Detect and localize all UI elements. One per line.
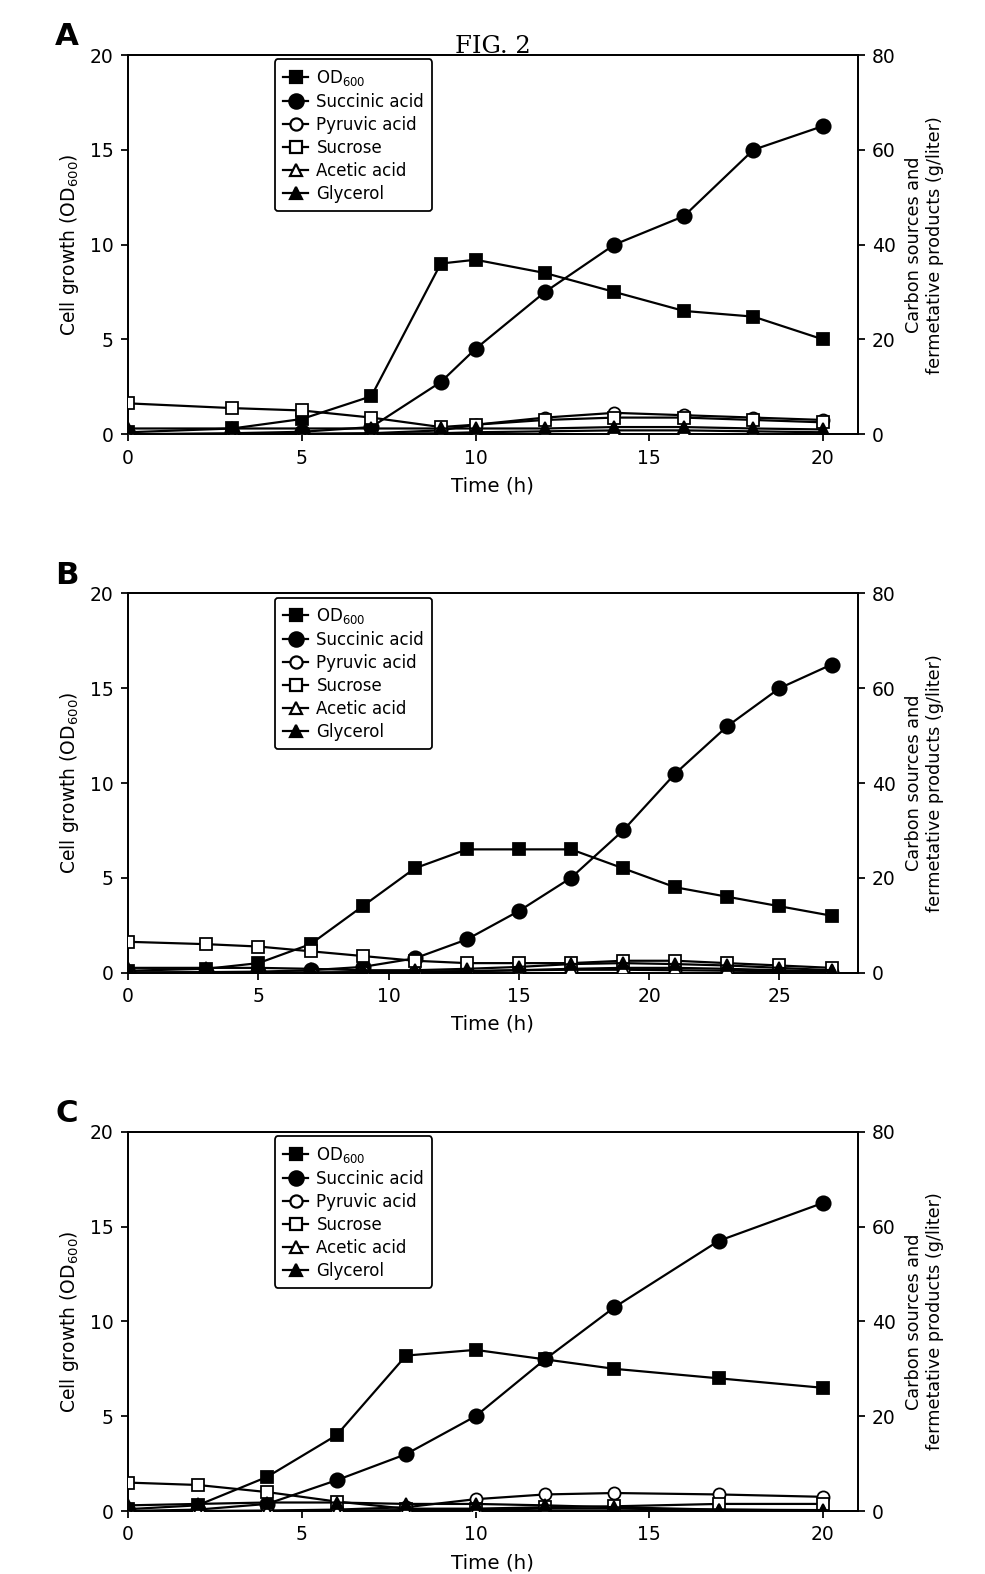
X-axis label: Time (h): Time (h) bbox=[451, 477, 534, 496]
Y-axis label: Cell growth (OD$_{600}$): Cell growth (OD$_{600}$) bbox=[58, 1231, 81, 1413]
Y-axis label: Carbon sources and
fermetative products (g/liter): Carbon sources and fermetative products … bbox=[904, 655, 943, 911]
Y-axis label: Cell growth (OD$_{600}$): Cell growth (OD$_{600}$) bbox=[58, 153, 81, 335]
Legend: OD$_{600}$, Succinic acid, Pyruvic acid, Sucrose, Acetic acid, Glycerol: OD$_{600}$, Succinic acid, Pyruvic acid,… bbox=[275, 1136, 432, 1288]
Legend: OD$_{600}$, Succinic acid, Pyruvic acid, Sucrose, Acetic acid, Glycerol: OD$_{600}$, Succinic acid, Pyruvic acid,… bbox=[275, 598, 432, 749]
X-axis label: Time (h): Time (h) bbox=[451, 1554, 534, 1572]
Text: FIG. 2: FIG. 2 bbox=[455, 35, 530, 58]
Y-axis label: Carbon sources and
fermetative products (g/liter): Carbon sources and fermetative products … bbox=[904, 116, 943, 373]
X-axis label: Time (h): Time (h) bbox=[451, 1015, 534, 1034]
Legend: OD$_{600}$, Succinic acid, Pyruvic acid, Sucrose, Acetic acid, Glycerol: OD$_{600}$, Succinic acid, Pyruvic acid,… bbox=[275, 60, 432, 211]
Text: B: B bbox=[55, 560, 79, 590]
Y-axis label: Carbon sources and
fermetative products (g/liter): Carbon sources and fermetative products … bbox=[904, 1193, 943, 1450]
Y-axis label: Cell growth (OD$_{600}$): Cell growth (OD$_{600}$) bbox=[58, 693, 81, 874]
Text: C: C bbox=[55, 1099, 78, 1129]
Text: A: A bbox=[55, 22, 79, 52]
